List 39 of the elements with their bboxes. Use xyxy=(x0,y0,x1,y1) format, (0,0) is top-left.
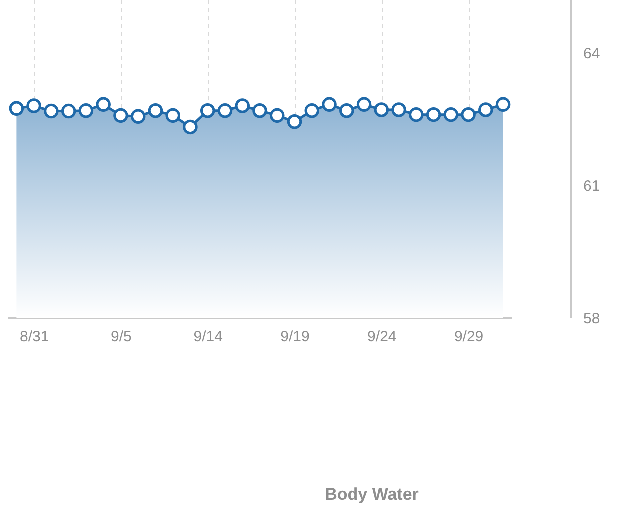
y-tick-label: 58 xyxy=(584,310,600,328)
point xyxy=(426,107,442,122)
point xyxy=(44,104,59,119)
point xyxy=(287,114,302,130)
point xyxy=(374,102,390,118)
text: Body Water xyxy=(325,485,420,504)
x-tick-label: 9/19 xyxy=(280,328,310,346)
point xyxy=(392,102,406,118)
point xyxy=(9,101,24,116)
point xyxy=(130,109,146,124)
point xyxy=(166,108,180,124)
point xyxy=(183,120,198,135)
x-tick-label: 9/29 xyxy=(454,328,484,346)
point xyxy=(270,108,285,124)
point xyxy=(322,97,337,112)
point xyxy=(356,97,372,112)
point xyxy=(61,104,76,119)
point xyxy=(96,97,111,112)
point xyxy=(26,98,42,114)
x-tick-label: 9/24 xyxy=(368,328,397,346)
y-tick-label: 64 xyxy=(584,46,600,62)
point xyxy=(444,107,459,122)
point xyxy=(496,97,511,112)
point xyxy=(235,98,250,114)
point xyxy=(218,103,233,118)
point xyxy=(78,103,94,118)
point xyxy=(461,107,476,122)
point xyxy=(252,103,268,118)
point xyxy=(478,102,494,118)
point xyxy=(409,107,424,122)
point xyxy=(114,108,128,124)
point xyxy=(148,103,164,118)
x-tick-label: 9/5 xyxy=(111,328,132,346)
x-tick-label: 8/31 xyxy=(20,328,50,346)
y-tick-label: 61 xyxy=(584,178,600,195)
point xyxy=(304,103,320,118)
x-tick-label: 9/14 xyxy=(194,328,223,346)
point xyxy=(340,103,354,118)
point xyxy=(200,103,216,118)
